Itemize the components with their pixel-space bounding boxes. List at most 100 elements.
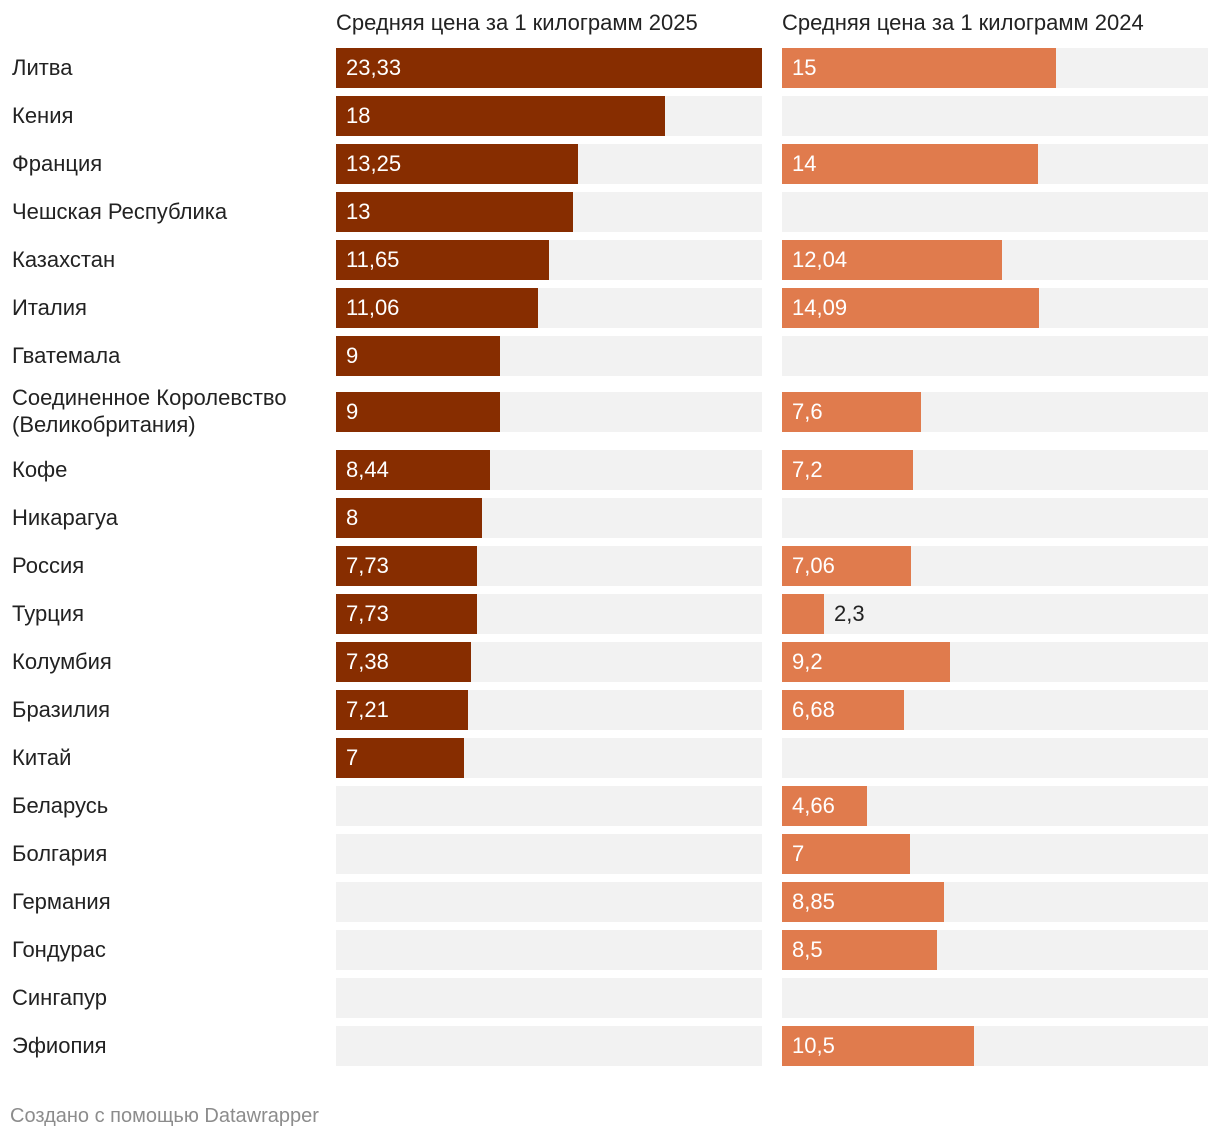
bar-value-label: 7,2 xyxy=(792,457,823,482)
bar-value-label: 9,2 xyxy=(792,649,823,674)
bar xyxy=(336,336,500,376)
bar-value-label: 13,25 xyxy=(346,151,402,176)
bar-track xyxy=(782,336,1208,376)
chart-row: Кофе 8,44 7,2 xyxy=(0,450,1220,490)
bar-value-label: 10,5 xyxy=(792,1033,835,1058)
bar xyxy=(782,834,910,874)
bar-track: 18 xyxy=(336,96,762,136)
bar-value-label: 7 xyxy=(792,841,805,866)
bar-track: 10,5 xyxy=(782,1026,1208,1066)
bar-track: 9,2 xyxy=(782,642,1208,682)
bar-value-label: 6,68 xyxy=(792,697,835,722)
bar-track xyxy=(782,978,1208,1018)
bar-track xyxy=(782,738,1208,778)
chart-row: Эфиопия 10,5 xyxy=(0,1026,1220,1066)
bar xyxy=(782,930,937,970)
bar-track: 15 xyxy=(782,48,1208,88)
chart-row: Литва 23,33 15 xyxy=(0,48,1220,88)
column-title-2025: Средняя цена за 1 килограмм 2025 xyxy=(336,10,698,35)
category-label: Казахстан xyxy=(12,247,116,272)
bar-track xyxy=(336,882,762,922)
bar-value-label: 14 xyxy=(792,151,817,176)
bar-value-label: 14,09 xyxy=(792,295,848,320)
bar-value-label: 12,04 xyxy=(792,247,848,272)
bar-value-label: 15 xyxy=(792,55,817,80)
bar-track: 12,04 xyxy=(782,240,1208,280)
bar-value-label: 8,85 xyxy=(792,889,835,914)
bar xyxy=(782,594,824,634)
category-label: Россия xyxy=(12,553,85,578)
category-label: Кения xyxy=(12,103,74,128)
bar-value-label: 7,73 xyxy=(346,601,389,626)
bar-track xyxy=(782,192,1208,232)
footer-credit: Создано с помощью Datawrapper xyxy=(10,1105,319,1127)
category-label: Никарагуа xyxy=(12,505,119,530)
bar xyxy=(782,144,1038,184)
bar-track: 7,2 xyxy=(782,450,1208,490)
chart-row: Франция 13,25 14 xyxy=(0,144,1220,184)
category-label-line: Соединенное Королевство xyxy=(12,385,287,410)
bar-value-label: 9 xyxy=(346,399,359,424)
bar-value-label: 4,66 xyxy=(792,793,835,818)
bar-track xyxy=(336,978,762,1018)
category-label: Германия xyxy=(12,889,111,914)
bar-value-label: 2,3 xyxy=(834,601,865,626)
chart-row: Россия 7,73 7,06 xyxy=(0,546,1220,586)
bar-track: 9 xyxy=(336,392,762,432)
bar-track: 7,73 xyxy=(336,594,762,634)
bar xyxy=(336,48,762,88)
bar xyxy=(336,594,477,634)
bar xyxy=(336,96,665,136)
bar-value-label: 8,44 xyxy=(346,457,389,482)
bar-track: 9 xyxy=(336,336,762,376)
chart-row: Турция 7,73 2,3 xyxy=(0,594,1220,634)
bar-value-label: 7,06 xyxy=(792,553,835,578)
chart-row: Гватемала 9 xyxy=(0,336,1220,376)
category-label: Кофе xyxy=(12,457,68,482)
bar-value-label: 8,5 xyxy=(792,937,823,962)
bar xyxy=(336,738,464,778)
bar-value-label: 18 xyxy=(346,103,371,128)
bar-value-label: 8 xyxy=(346,505,359,530)
bar xyxy=(336,392,500,432)
chart-row: Гондурас 8,5 xyxy=(0,930,1220,970)
bar xyxy=(336,450,490,490)
bar-track: 2,3 xyxy=(782,594,1208,634)
bar xyxy=(782,546,911,586)
bar-track: 13,25 xyxy=(336,144,762,184)
category-label: Китай xyxy=(12,745,72,770)
bar-track: 11,65 xyxy=(336,240,762,280)
chart-row: Германия 8,85 xyxy=(0,882,1220,922)
bar-track: 7,73 xyxy=(336,546,762,586)
bar-track: 14,09 xyxy=(782,288,1208,328)
category-label: Чешская Республика xyxy=(12,199,228,224)
bar-value-label: 11,06 xyxy=(346,295,400,320)
bar-value-label: 9 xyxy=(346,343,359,368)
bar-track xyxy=(782,96,1208,136)
bar xyxy=(782,240,1002,280)
chart-row: Казахстан 11,65 12,04 xyxy=(0,240,1220,280)
bar-track: 11,06 xyxy=(336,288,762,328)
category-label: Бразилия xyxy=(12,697,111,722)
category-label: Беларусь xyxy=(12,793,109,818)
bar-value-label: 7,38 xyxy=(346,649,389,674)
bar-track: 7,38 xyxy=(336,642,762,682)
bar xyxy=(336,498,482,538)
bar-track: 13 xyxy=(336,192,762,232)
chart-row: Болгария 7 xyxy=(0,834,1220,874)
bar xyxy=(336,690,468,730)
chart-row: Колумбия 7,38 9,2 xyxy=(0,642,1220,682)
bar-track: 4,66 xyxy=(782,786,1208,826)
bar xyxy=(336,288,538,328)
category-label: Гватемала xyxy=(12,343,121,368)
bar-track: 8,5 xyxy=(782,930,1208,970)
bar xyxy=(782,786,867,826)
category-label: Колумбия xyxy=(12,649,112,674)
chart-row: Сингапур xyxy=(0,978,1220,1018)
bar-track: 7 xyxy=(782,834,1208,874)
bar-value-label: 7,6 xyxy=(792,399,823,424)
bar xyxy=(336,642,471,682)
chart-row: Соединенное Королевство (Великобритания) 9… xyxy=(0,385,1220,437)
bar-value-label: 7 xyxy=(346,745,359,770)
bar-track xyxy=(336,834,762,874)
